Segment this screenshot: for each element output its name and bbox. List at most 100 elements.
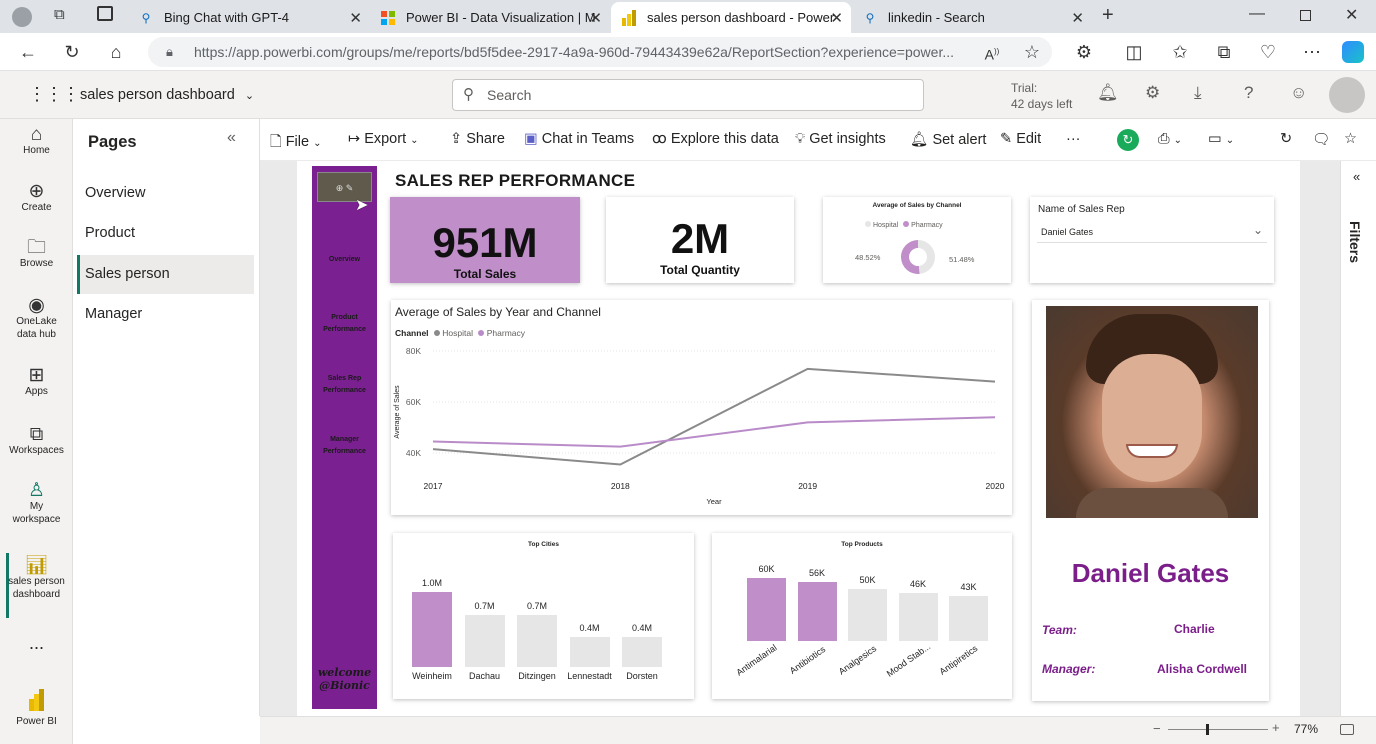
read-aloud-icon[interactable]: A))	[984, 46, 1000, 63]
report-nav-manager[interactable]: Manager Performance	[323, 436, 366, 455]
chat-in-teams-button[interactable]: ▣ Chat in Teams	[524, 131, 634, 147]
bar[interactable]	[898, 592, 938, 641]
report-nav-sales-rep[interactable]: Sales Rep Performance	[323, 375, 366, 394]
zoom-slider-thumb[interactable]	[1206, 724, 1209, 735]
app-launcher-icon[interactable]: ⋮⋮⋮	[28, 84, 80, 104]
filters-pane[interactable]: « Filters	[1340, 161, 1376, 716]
file-menu[interactable]: 🗋︎ File ⌄	[270, 131, 321, 156]
nav-create[interactable]: ⊕ Create	[0, 182, 73, 214]
top-products-card[interactable]: Top Products 60K Antimalarial 56K Antibioti…	[712, 533, 1012, 699]
sales-rep-slicer[interactable]: Name of Sales Rep Daniel Gates ⌄	[1030, 197, 1274, 283]
slicer-dropdown[interactable]: Daniel Gates ⌄	[1037, 221, 1267, 243]
close-window-button[interactable]: ✕	[1345, 7, 1359, 24]
tab-sales-dashboard[interactable]: sales person dashboard - Power ✕	[611, 2, 851, 33]
profile-card[interactable]: Daniel Gates Team: Charlie Manager: Alis…	[1032, 300, 1269, 701]
nav-more[interactable]: ...	[28, 633, 44, 653]
home-button[interactable]: ⌂	[110, 42, 122, 62]
get-insights-button[interactable]: 💡︎ Get insights	[795, 131, 886, 147]
view-icon[interactable]: ▭ ⌄	[1208, 131, 1235, 147]
extensions-icon[interactable]: ⚙	[1075, 42, 1093, 62]
series-line-hospital[interactable]	[432, 367, 996, 466]
bar[interactable]	[622, 637, 662, 667]
minimize-button[interactable]: —	[1249, 5, 1265, 22]
nav-sales-dashboard[interactable]: 📊︎ sales person dashboard	[0, 556, 73, 601]
tab-linkedin-search[interactable]: ⚲ linkedin - Search ✕	[852, 2, 1092, 33]
kpi-total-sales-card[interactable]: 951M Total Sales	[390, 197, 580, 283]
powerbi-brand[interactable]: Power BI	[0, 689, 73, 728]
bar[interactable]	[949, 595, 988, 641]
explore-data-button[interactable]: ꝏ Explore this data	[652, 131, 779, 147]
export-menu[interactable]: ↦ Export ⌄	[348, 131, 419, 147]
nav-apps[interactable]: ⊞ Apps	[0, 366, 73, 398]
top-cities-card[interactable]: Top Cities 1.0M Weinheim 0.7M Dachau 0.7M Dit…	[393, 533, 694, 699]
back-button[interactable]: ←	[19, 42, 37, 62]
edit-button[interactable]: ✎ Edit	[1000, 131, 1041, 147]
nav-logo-button[interactable]: ⊕ ✎	[317, 172, 372, 202]
restore-button[interactable]	[1300, 10, 1311, 21]
comment-icon[interactable]: 🗨︎	[1312, 132, 1331, 148]
donut-slice-hospital[interactable]	[918, 240, 935, 274]
close-icon[interactable]: ✕	[589, 10, 602, 27]
share-button[interactable]: ⇪ Share	[450, 131, 505, 147]
search-input[interactable]: ⚲ Search	[452, 79, 924, 111]
tab-power-bi-viz[interactable]: Power BI - Data Visualization | M ✕	[370, 2, 610, 33]
favorite-star-icon[interactable]: ☆	[1023, 42, 1041, 62]
report-name-dropdown[interactable]: sales person dashboard ⌄	[80, 87, 254, 103]
reload-icon[interactable]: ↻	[1280, 131, 1293, 147]
bar[interactable]	[747, 578, 786, 641]
page-overview[interactable]: Overview	[85, 185, 146, 201]
report-nav-overview[interactable]: Overview	[328, 256, 361, 263]
bar[interactable]	[797, 582, 837, 641]
report-nav-product[interactable]: Product Performance	[323, 314, 366, 333]
kpi-total-quantity-card[interactable]: 2M Total Quantity	[606, 197, 794, 283]
profile-icon[interactable]	[12, 7, 32, 27]
favorites-icon[interactable]: ✩	[1172, 42, 1188, 62]
series-line-pharmacy[interactable]	[432, 416, 996, 448]
help-icon[interactable]: ?	[1244, 83, 1254, 102]
close-icon[interactable]: ✕	[349, 10, 362, 27]
zoom-slider[interactable]	[1168, 724, 1268, 735]
avatar[interactable]	[1329, 77, 1365, 113]
nav-workspaces[interactable]: ⧉ Workspaces	[0, 425, 73, 457]
bar[interactable]	[412, 592, 452, 667]
workspaces-tab-icon[interactable]: ⧉	[54, 6, 65, 23]
refresh-visual-icon[interactable]: ↻	[1117, 129, 1139, 151]
zoom-in-button[interactable]: +	[1272, 720, 1280, 735]
close-icon[interactable]: ✕	[830, 10, 843, 27]
line-chart-card[interactable]: Average of Sales by Year and Channel Cha…	[391, 300, 1012, 515]
fit-to-page-icon[interactable]	[1340, 724, 1354, 735]
nav-onelake[interactable]: ◉ OneLake data hub	[0, 296, 73, 341]
expand-filters-icon[interactable]: «	[1353, 169, 1361, 184]
page-product[interactable]: Product	[85, 225, 135, 241]
donut-slice-pharmacy[interactable]	[901, 240, 920, 274]
feedback-icon[interactable]: ☺	[1290, 83, 1308, 102]
nav-my-workspace[interactable]: ♙ My workspace	[0, 481, 73, 526]
zoom-out-button[interactable]: −	[1153, 721, 1161, 736]
more-options-button[interactable]: ···	[1066, 131, 1081, 147]
url-field[interactable]: 🔒︎ https://app.powerbi.com/groups/me/rep…	[148, 37, 1052, 67]
copilot-icon[interactable]	[1342, 41, 1364, 63]
health-icon[interactable]: ♡	[1259, 42, 1277, 62]
close-icon[interactable]: ✕	[1071, 10, 1084, 27]
tab-bing-chat[interactable]: ⚲ Bing Chat with GPT-4 ✕	[128, 2, 370, 33]
set-alert-button[interactable]: 🔔︎ Set alert	[910, 131, 986, 148]
nav-home[interactable]: ⌂ Home	[0, 125, 73, 157]
bell-icon[interactable]: 🔔︎	[1097, 83, 1119, 102]
collapse-pages-icon[interactable]: «	[227, 129, 236, 146]
bar[interactable]	[464, 614, 505, 667]
page-sales-person[interactable]: Sales person	[77, 255, 254, 294]
bookmark-icon[interactable]: ⎙ ⌄	[1158, 131, 1183, 147]
tab-actions-icon[interactable]	[97, 6, 113, 21]
collections-icon[interactable]: ⧉	[1217, 42, 1231, 62]
nav-browse[interactable]: 🗀︎ Browse	[0, 238, 73, 270]
refresh-button[interactable]: ↻	[64, 42, 80, 62]
download-icon[interactable]: ⤓	[1194, 83, 1202, 102]
favorite-icon[interactable]: ☆	[1344, 131, 1357, 147]
more-icon[interactable]: ⋯	[1303, 42, 1321, 62]
bar[interactable]	[848, 588, 887, 641]
page-manager[interactable]: Manager	[85, 306, 143, 322]
split-screen-icon[interactable]: ◫	[1125, 42, 1143, 62]
bar[interactable]	[517, 614, 557, 667]
bar[interactable]	[569, 637, 610, 667]
donut-chart-card[interactable]: Average of Sales by Channel Hospital Pha…	[823, 197, 1011, 283]
